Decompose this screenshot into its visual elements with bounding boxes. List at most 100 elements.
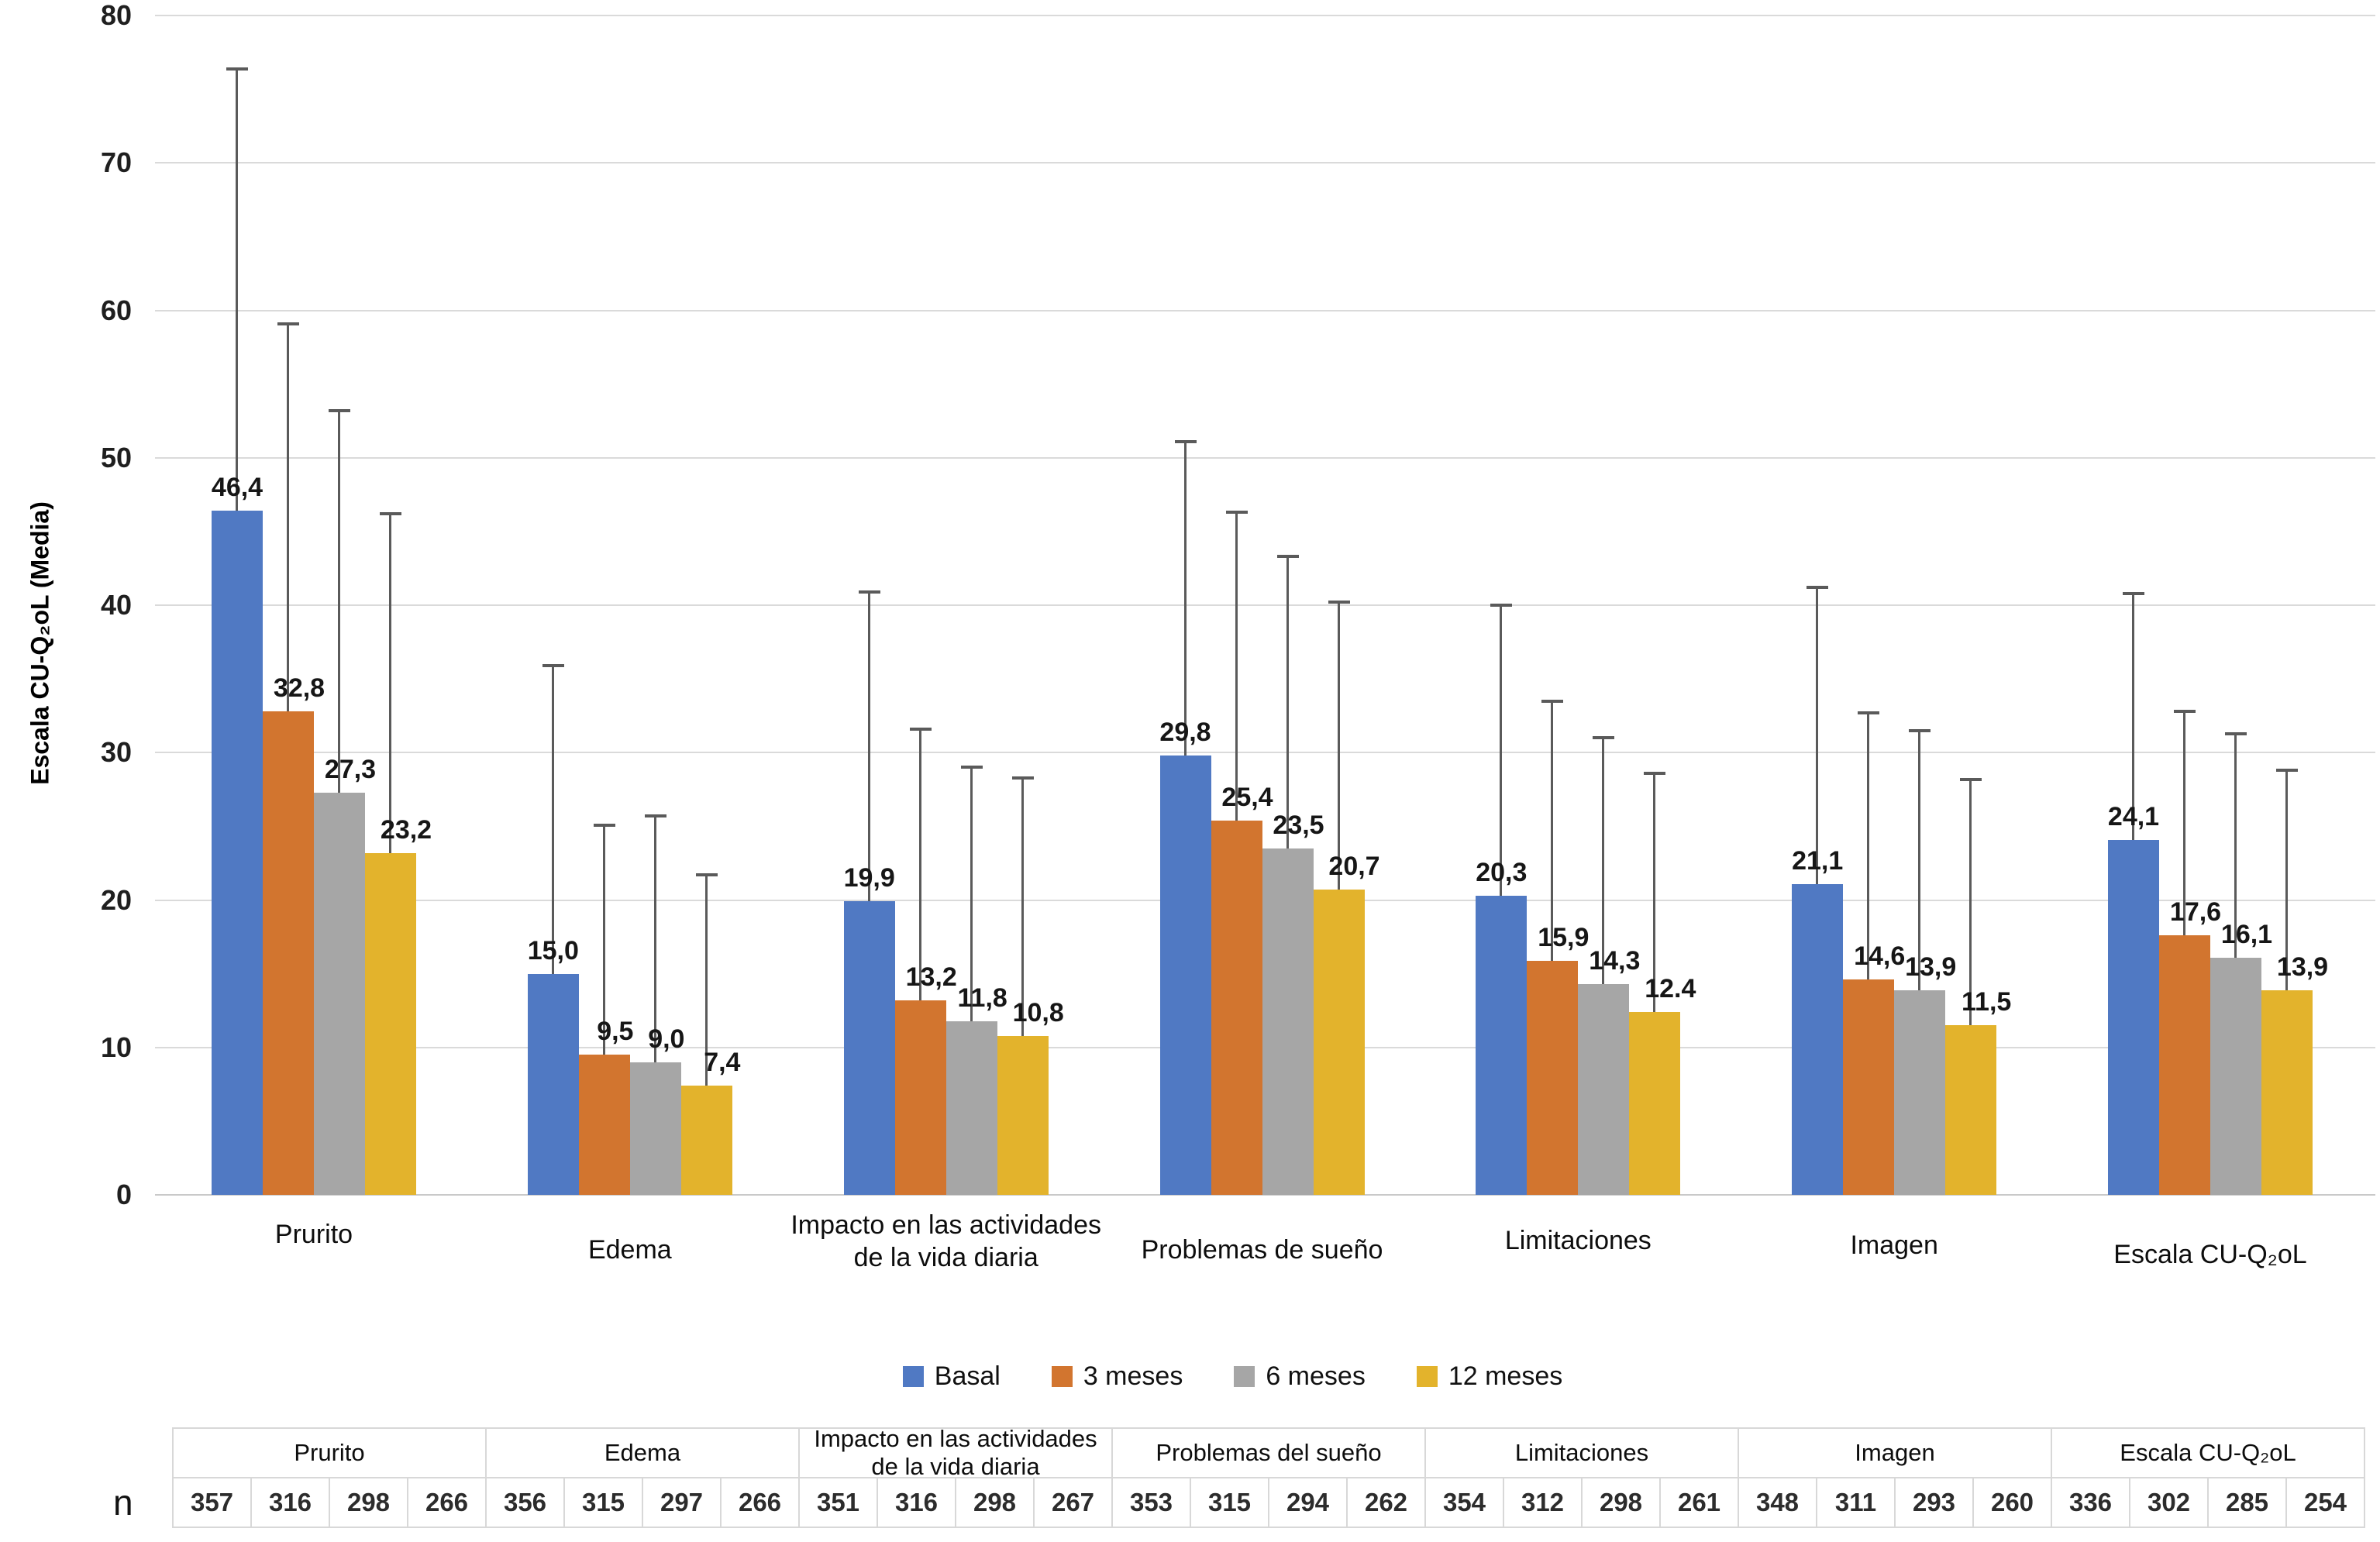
value-label-3-meses-6: 17,6 [2169,897,2222,928]
bar-group-3: 29,8 25,4 23,5 20,7 [1159,15,1380,1195]
error-cap-6-meses-2 [960,766,983,769]
n-table-header-1: Edema [487,1429,800,1478]
bar-12-meses-5 [1945,1025,1997,1195]
value-label-3-meses-1: 9,5 [597,1017,634,1047]
gridline-50 [155,456,2375,459]
bar-group-2: 19,9 13,2 11,8 10,8 [844,15,1064,1195]
bar-basal-5 [1792,883,1844,1195]
n-table-cell-2-0: 351 [800,1478,878,1528]
error-cap-basal-2 [858,590,880,594]
bar-6-meses-5 [1894,990,1946,1195]
bar-basal-4 [1476,895,1528,1195]
error-cap-basal-6 [2123,591,2144,595]
error-cap-6-meses-6 [2225,731,2247,735]
n-table-cell-6-2: 285 [2209,1478,2287,1528]
bar-12-meses-6 [2261,990,2313,1195]
n-table-cell-2-2: 298 [956,1478,1035,1528]
value-label-6-meses-5: 13,9 [1905,952,1957,982]
legend-swatch-12-meses [1416,1366,1438,1387]
y-tick-label-70: 70 [100,146,132,179]
y-tick-label-60: 60 [100,294,132,326]
value-label-6-meses-4: 14,3 [1589,945,1641,976]
error-cap-12-meses-5 [1960,777,1982,781]
value-label-3-meses-2: 13,2 [905,962,957,992]
n-table-header-3: Problemas del sueño [1113,1429,1426,1478]
value-label-3-meses-4: 15,9 [1538,922,1590,952]
error-bar-12-meses-4 [1653,772,1656,1013]
legend-label-12-meses: 12 meses [1448,1361,1563,1391]
x-category-label-2: Impacto en las actividades de la vida di… [790,1210,1101,1272]
error-cap-3-meses-5 [1858,711,1880,714]
n-table-cell-1-2: 297 [643,1478,722,1528]
bar-6-meses-1 [629,1062,681,1195]
n-table-cell-2-1: 316 [878,1478,956,1528]
n-table-cell-3-2: 294 [1269,1478,1348,1528]
y-tick-label-80: 80 [100,0,132,31]
error-bar-3-meses-0 [287,322,289,711]
n-table-cell-4-2: 298 [1583,1478,1661,1528]
error-bar-6-meses-5 [1918,728,1921,990]
bar-group-5: 21,1 14,6 13,9 11,5 [1792,15,2011,1195]
n-table-header-2: Impacto en las actividades de la vida di… [800,1425,1113,1480]
bar-group-0: 46,4 32,8 27,3 23,2 [212,15,432,1195]
error-bar-6-meses-0 [338,408,340,793]
bar-6-meses-2 [945,1021,997,1195]
legend-swatch-3-meses [1051,1366,1073,1387]
error-cap-3-meses-3 [1225,511,1248,515]
n-table-cell-6-3: 254 [2287,1478,2365,1528]
value-label-12-meses-3: 20,7 [1328,852,1380,882]
n-table-cell-0-1: 316 [252,1478,330,1528]
value-label-6-meses-0: 27,3 [324,754,377,784]
n-table-cell-6-0: 336 [2052,1478,2130,1528]
error-bar-3-meses-2 [918,727,921,1000]
bar-3-meses-3 [1211,820,1262,1195]
n-table-cell-2-3: 267 [1035,1478,1113,1528]
plot-area: 46,4 32,8 27,3 23,2 15,0 9,5 9,0 7,4 19,9 13,2 11,… [155,15,2375,1196]
n-table-cell-5-0: 348 [1739,1478,1817,1528]
error-cap-3-meses-1 [593,823,615,827]
bar-12-meses-3 [1313,890,1365,1195]
bar-6-meses-3 [1262,848,1314,1195]
n-table-cell-6-1: 302 [2130,1478,2209,1528]
error-cap-6-meses-4 [1593,736,1615,740]
value-label-basal-3: 29,8 [1159,718,1211,748]
value-label-6-meses-1: 9,0 [648,1024,685,1054]
error-cap-3-meses-2 [909,727,932,731]
n-table-header-5: Imagen [1739,1429,2052,1478]
error-cap-basal-3 [1174,439,1197,443]
bar-basal-1 [527,973,579,1195]
value-label-12-meses-2: 10,8 [1012,997,1064,1027]
error-bar-basal-6 [2132,591,2134,840]
error-bar-3-meses-5 [1867,711,1870,980]
error-bar-6-meses-2 [970,766,973,1021]
value-label-basal-6: 24,1 [2107,801,2160,831]
error-bar-basal-3 [1183,439,1187,756]
gridline-80 [155,15,2375,16]
legend-item-12-meses: 12 meses [1416,1361,1563,1392]
y-tick-label-0: 0 [115,1179,132,1210]
value-label-basal-0: 46,4 [211,473,263,503]
n-table-cell-1-1: 315 [565,1478,643,1528]
value-label-12-meses-5: 11,5 [1962,987,2012,1017]
bar-basal-6 [2108,839,2159,1195]
bar-3-meses-1 [578,1055,630,1195]
value-label-basal-4: 20,3 [1476,857,1528,887]
bar-group-6: 24,1 17,6 16,1 13,9 [2108,15,2328,1195]
bar-basal-0 [212,511,263,1195]
n-table-cell-3-1: 315 [1191,1478,1269,1528]
error-cap-6-meses-0 [329,408,350,412]
n-table-cell-5-3: 260 [1974,1478,2052,1528]
error-bar-basal-5 [1816,586,1819,884]
legend-label-3-meses: 3 meses [1083,1361,1183,1391]
error-bar-12-meses-0 [389,512,391,853]
x-category-label-0: Prurito [274,1220,353,1249]
n-table-cell-3-3: 262 [1348,1478,1426,1528]
y-tick-label-50: 50 [100,441,132,473]
error-bar-3-meses-6 [2183,710,2185,936]
value-label-3-meses-0: 32,8 [273,673,325,703]
bar-12-meses-4 [1629,1012,1681,1195]
bar-basal-3 [1159,756,1211,1195]
error-bar-3-meses-1 [602,823,605,1055]
error-bar-6-meses-3 [1286,555,1289,848]
